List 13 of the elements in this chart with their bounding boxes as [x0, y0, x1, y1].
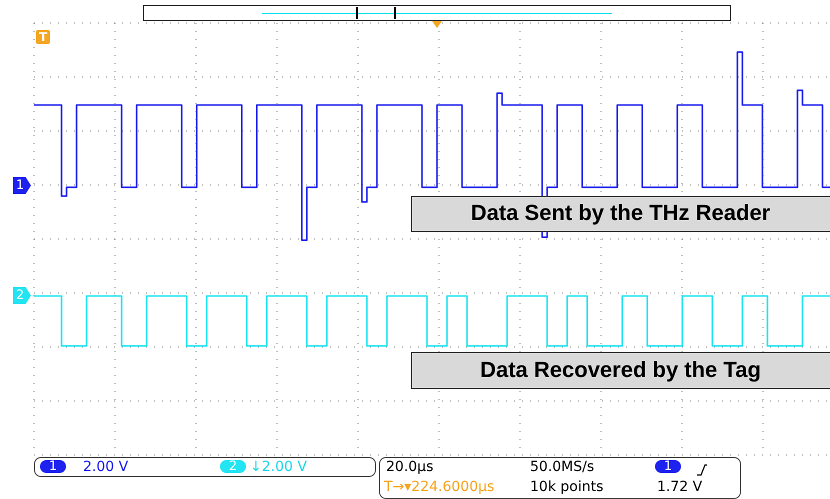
text: 1 [13, 177, 31, 194]
text: 2.00 V [83, 459, 128, 475]
text: 50.0MS/s [530, 459, 594, 475]
text: 1 [48, 459, 58, 474]
text: 10k points [530, 479, 604, 495]
text: 20.0µs [386, 459, 434, 475]
text: 1.72 V [657, 479, 702, 495]
text: 1 [664, 459, 672, 474]
text: T [36, 30, 50, 44]
text: T→▾224.6000µs [384, 479, 494, 495]
series-label: 2 [13, 287, 31, 304]
text: ↓2.00 V [250, 459, 307, 475]
text: 2 [228, 459, 238, 474]
